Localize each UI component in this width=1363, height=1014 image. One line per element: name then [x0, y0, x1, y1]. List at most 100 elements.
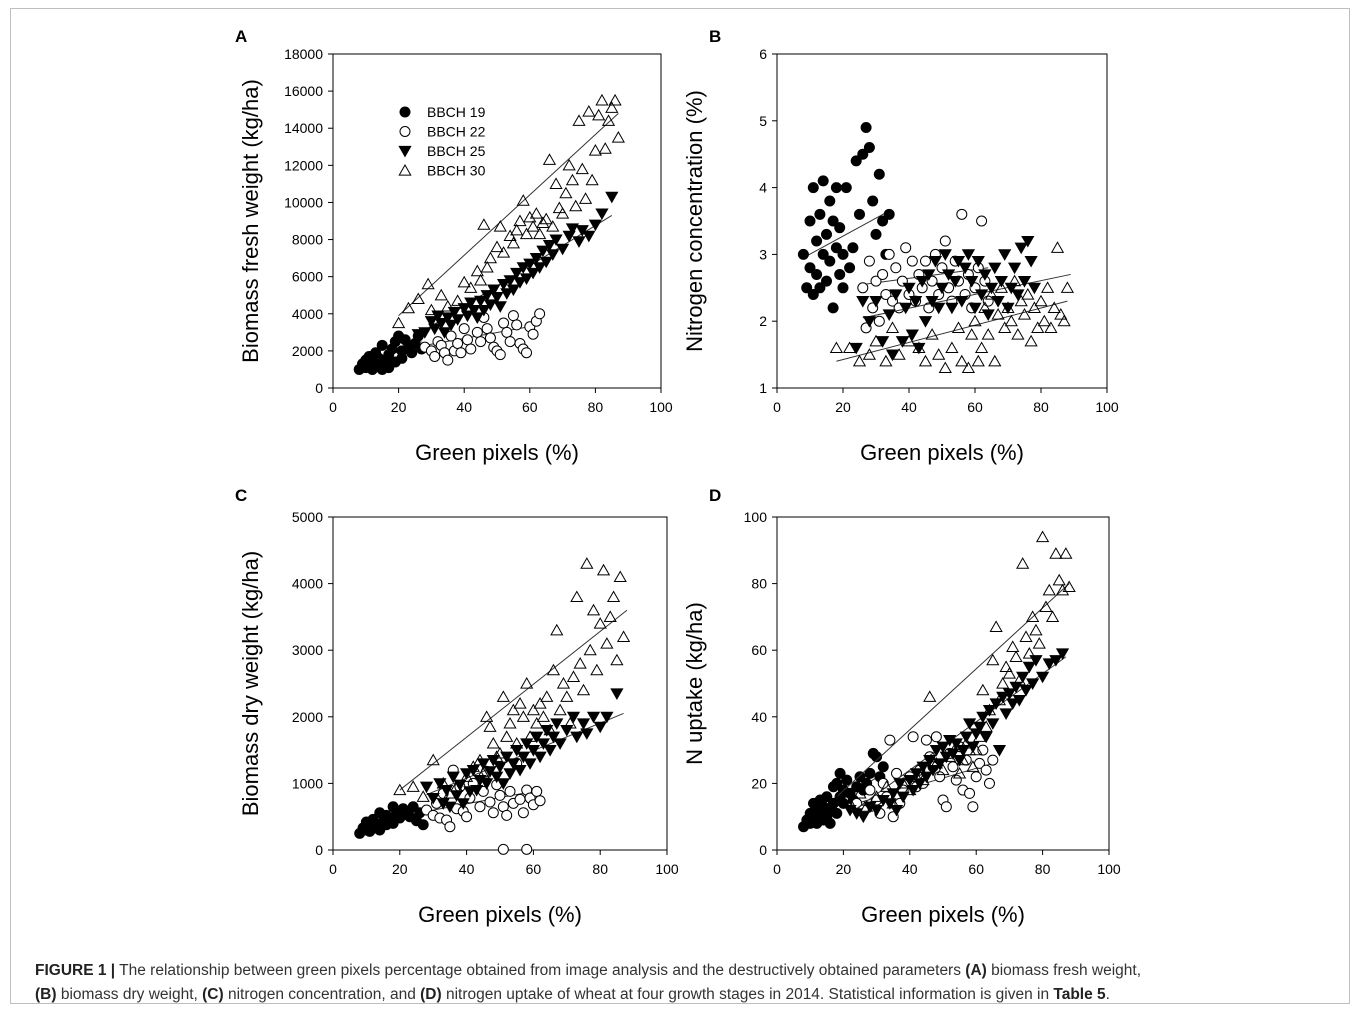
data-point: [873, 315, 885, 327]
data-point: [480, 290, 494, 302]
data-point: [565, 223, 580, 235]
data-point: [955, 354, 969, 367]
data-point: [553, 738, 567, 750]
data-point: [526, 267, 540, 280]
data-point: [1049, 547, 1063, 559]
data-point: [814, 282, 826, 294]
data-point: [1059, 547, 1073, 559]
data-point: [442, 354, 454, 366]
data-point: [896, 776, 910, 789]
data-point: [465, 343, 477, 355]
data-point: [516, 262, 530, 274]
x-tick-label: 60: [522, 399, 538, 415]
caption-tag-b: (B): [35, 986, 57, 1003]
data-point: [504, 336, 516, 348]
y-axis-label: N uptake (kg/ha): [682, 602, 707, 765]
data-point: [871, 751, 883, 763]
data-point: [555, 243, 570, 256]
data-point: [542, 240, 557, 252]
data-point: [1027, 301, 1042, 313]
data-point: [998, 249, 1012, 261]
data-point: [923, 690, 937, 702]
data-point: [1054, 308, 1068, 320]
series-bbch-19: [797, 121, 895, 314]
data-point: [421, 277, 435, 290]
data-point: [814, 208, 826, 220]
data-point: [586, 711, 601, 724]
data-point: [406, 780, 420, 792]
data-point: [905, 329, 919, 342]
data-point: [539, 256, 553, 269]
data-point: [598, 142, 612, 154]
data-point: [880, 288, 892, 300]
legend-marker: [398, 164, 412, 176]
data-point: [1024, 255, 1038, 268]
data-point: [850, 155, 862, 167]
data-point: [520, 677, 534, 689]
data-point: [862, 316, 877, 328]
data-point: [945, 302, 959, 315]
data-point: [962, 743, 977, 756]
data-point: [968, 314, 982, 327]
data-point: [943, 750, 957, 762]
data-point: [834, 222, 846, 234]
data-point: [824, 195, 836, 207]
legend-marker: [398, 145, 412, 158]
data-point: [393, 783, 407, 796]
data-point: [988, 262, 1002, 275]
x-tick-label: 60: [967, 399, 983, 415]
data-point: [976, 683, 990, 696]
y-tick-label: 1: [759, 380, 767, 396]
data-point: [582, 105, 596, 117]
data-point: [533, 697, 547, 709]
data-point: [879, 354, 893, 367]
y-tick-label: 0: [315, 380, 323, 396]
data-point: [899, 302, 913, 315]
data-point: [513, 277, 527, 289]
data-point: [804, 262, 816, 274]
caption-label: FIGURE 1 |: [35, 962, 116, 979]
data-point: [992, 745, 1007, 757]
data-point: [536, 738, 551, 750]
data-point: [916, 773, 930, 786]
data-point: [1042, 583, 1056, 596]
data-point: [444, 821, 456, 833]
data-point: [553, 703, 567, 716]
data-point: [1006, 698, 1020, 710]
data-point: [458, 323, 470, 335]
data-point: [1014, 294, 1028, 307]
data-point: [1047, 301, 1061, 313]
data-point: [949, 738, 963, 750]
data-point: [474, 801, 486, 813]
legend-label: BBCH 30: [427, 163, 486, 179]
data-point: [526, 220, 540, 232]
data-point: [461, 811, 473, 823]
data-point: [437, 327, 452, 339]
data-point: [456, 798, 470, 810]
x-tick-label: 40: [901, 399, 917, 415]
data-point: [847, 242, 859, 254]
data-point: [575, 162, 589, 175]
data-point: [483, 299, 498, 311]
data-point: [843, 796, 857, 809]
data-point: [1007, 274, 1022, 287]
data-point: [976, 711, 990, 724]
data-point: [563, 716, 577, 729]
data-point: [490, 240, 504, 253]
data-point: [566, 711, 581, 724]
data-point: [906, 255, 918, 267]
data-point: [487, 284, 501, 297]
data-point: [611, 131, 625, 143]
y-tick-label: 1000: [292, 775, 323, 791]
data-point: [852, 354, 867, 367]
y-tick-label: 60: [751, 642, 767, 658]
data-point: [546, 249, 560, 261]
data-point: [476, 758, 490, 770]
data-point: [483, 720, 497, 732]
x-tick-label: 0: [773, 399, 781, 415]
data-point: [956, 208, 968, 220]
data-point: [523, 210, 537, 223]
x-tick-label: 100: [1095, 399, 1119, 415]
data-point: [483, 251, 498, 264]
series-bbch-30: [391, 93, 625, 329]
